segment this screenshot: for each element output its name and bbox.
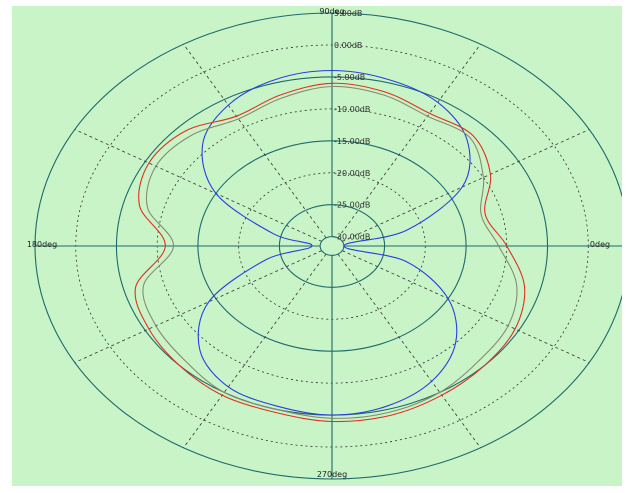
ring-label-4: -15.00dB — [334, 137, 370, 146]
angle-label-0: 0deg — [590, 240, 610, 249]
angle-label-90: 90deg — [319, 7, 344, 16]
ring-label-7: -30.00dB — [334, 233, 370, 242]
ring-label-5: -20.00dB — [334, 169, 370, 178]
ring-label-3: -10.00dB — [334, 105, 370, 114]
ring-label-2: -5.00dB — [334, 73, 365, 82]
angle-label-180: 180deg — [27, 240, 57, 249]
angle-gridline-210 — [75, 251, 322, 363]
polar-plot-area: 5.00dB 0.00dB -5.00dB -10.00dB -15.00dB -20.0… — [12, 6, 622, 486]
angle-gridline-300 — [338, 254, 481, 448]
ring-label-1: 0.00dB — [334, 41, 362, 50]
angle-gridline-330 — [342, 251, 589, 363]
angle-gridline-120 — [184, 44, 327, 238]
angle-gridline-150 — [75, 130, 322, 242]
polar-chart: 5.00dB0.00dB-5.00dB-10.00dB-15.00dB-20.0… — [12, 6, 622, 486]
ring-label-6: -25.00dB — [334, 201, 370, 210]
series-line-2 — [143, 86, 517, 418]
angle-label-270: 270deg — [317, 470, 347, 479]
angle-gridline-30 — [342, 130, 589, 242]
